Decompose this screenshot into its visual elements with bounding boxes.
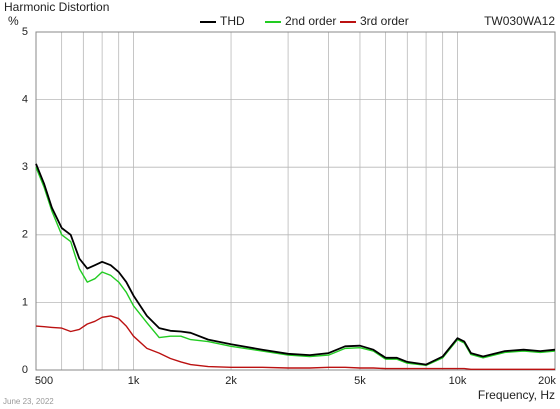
- series-line: [35, 166, 556, 366]
- x-tick-label: 5k: [354, 375, 366, 387]
- y-tick-label: 4: [22, 94, 28, 106]
- y-axis-label: %: [8, 14, 19, 28]
- plot-frame: [35, 31, 556, 371]
- y-tick-label: 2: [22, 229, 28, 241]
- series-line: [35, 163, 556, 366]
- x-axis-label: Frequency, Hz: [478, 388, 555, 402]
- y-tick-label: 1: [22, 296, 28, 308]
- series-line: [35, 315, 555, 370]
- x-tick-label: 500: [35, 375, 53, 387]
- y-tick-label: 5: [22, 26, 28, 38]
- model-label: TW030WA12: [484, 14, 555, 28]
- x-tick-label: 1k: [128, 375, 140, 387]
- legend-label: 2nd order: [285, 14, 336, 28]
- x-tick-label: 10k: [449, 375, 467, 387]
- date: June 23, 2022: [3, 397, 54, 406]
- legend-label: THD: [220, 14, 245, 28]
- legend-label: 3rd order: [360, 14, 409, 28]
- y-tick-label: 0: [22, 364, 28, 376]
- chart-title: Harmonic Distortion: [4, 0, 109, 14]
- x-tick-label: 2k: [225, 375, 237, 387]
- x-tick-label: 20k: [538, 375, 556, 387]
- y-tick-label: 3: [22, 161, 28, 173]
